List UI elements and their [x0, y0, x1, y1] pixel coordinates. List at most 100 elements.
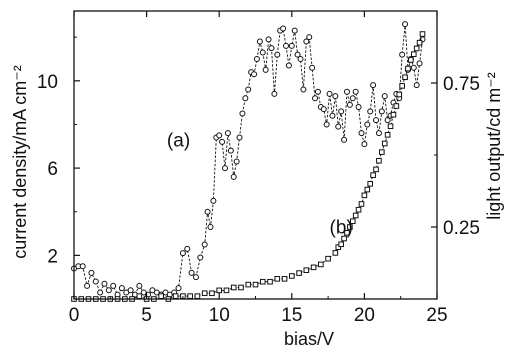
series-a-point — [378, 108, 385, 115]
series-b-point — [416, 39, 423, 46]
series-b-line — [74, 33, 423, 300]
series-a-point — [175, 285, 182, 292]
series-a-point — [352, 88, 359, 95]
series-b-point — [194, 293, 201, 299]
series-a-point — [224, 130, 231, 137]
series-b-point — [370, 172, 376, 178]
x-axis-title: bias/V — [284, 329, 334, 349]
series-a-point — [343, 88, 350, 95]
series-a-point — [297, 56, 304, 62]
series-a-point — [97, 289, 104, 296]
series-a-point — [367, 108, 374, 115]
series-b-point — [230, 284, 237, 291]
right-y-axis-title: light output/cd m⁻² — [484, 72, 504, 220]
series-a-point — [358, 130, 365, 137]
series-a-point — [332, 93, 339, 100]
series-a-point — [384, 117, 391, 124]
series-b-point — [352, 212, 359, 219]
axis-ticks — [73, 11, 438, 299]
series-a-point — [239, 110, 246, 117]
series-b-point — [344, 229, 350, 236]
series-b-point — [335, 244, 342, 250]
series-a-point — [370, 82, 377, 89]
annotation-b: (b) — [330, 218, 353, 239]
series-a-point — [79, 263, 86, 270]
axis-tick-labels: 0 5 10 15 20 25 2 6 10 0.25 0.75 — [37, 72, 480, 326]
series-a-point — [253, 56, 260, 62]
series-a-point — [326, 90, 333, 97]
series-a-point — [259, 49, 266, 56]
series-b-point — [136, 293, 143, 299]
series-b-point — [376, 157, 382, 164]
series-a-point — [84, 282, 91, 289]
series-a-point — [101, 280, 108, 287]
series-a-point — [364, 121, 371, 128]
series-a-line — [73, 24, 423, 296]
series-a-point — [355, 104, 362, 110]
series-a-point — [399, 51, 406, 58]
series-a-point — [285, 62, 292, 69]
series-b-point — [187, 293, 193, 299]
series-a-point — [346, 101, 353, 108]
series-b-point — [358, 201, 365, 207]
series-a-point — [105, 287, 112, 294]
series-b-point — [318, 261, 324, 268]
series-a-point — [197, 254, 204, 261]
series-a-point — [329, 112, 336, 119]
series-a-point — [245, 86, 252, 93]
series-a-point — [207, 224, 214, 230]
series-a-point — [271, 90, 278, 97]
right-y-tick-label: 0.25 — [443, 218, 480, 239]
series-a-point — [303, 38, 310, 45]
right-y-tick-label: 0.75 — [443, 74, 480, 95]
series-a-point — [188, 269, 195, 276]
series-a-point — [381, 93, 388, 100]
series-a-point — [413, 82, 420, 89]
series-b-point — [364, 186, 371, 193]
series-a-point — [92, 278, 99, 285]
series-a-point — [236, 134, 243, 141]
series-a-point — [320, 106, 327, 113]
left-y-tick-label: 10 — [37, 72, 58, 93]
series-b-point — [396, 91, 403, 98]
series-a-point — [201, 241, 208, 248]
x-tick-label: 10 — [209, 305, 230, 326]
series-b-point — [413, 45, 420, 52]
series-b-point — [274, 276, 281, 282]
series-a-point — [309, 64, 316, 71]
series-a-point — [323, 121, 330, 128]
series-b-point — [209, 290, 215, 297]
series-a-point — [265, 36, 272, 43]
series-a-point — [256, 38, 263, 45]
series-b-point — [338, 241, 344, 248]
series-a-point — [288, 42, 295, 49]
series-a-point — [251, 71, 258, 78]
series-a-point — [341, 136, 348, 143]
series-a-point — [210, 197, 217, 204]
series-b-point — [381, 140, 388, 147]
series-a-point — [216, 132, 223, 139]
series-a-point — [204, 208, 211, 215]
series-b-point — [289, 273, 295, 279]
series-b-point — [303, 267, 310, 273]
series-a-point — [88, 269, 95, 276]
series-a-point — [338, 108, 345, 115]
series-a-point — [242, 95, 249, 102]
series-b-point — [349, 218, 356, 225]
series-b-point — [281, 276, 288, 282]
series-a-point — [410, 64, 417, 71]
series-a-point — [375, 130, 382, 137]
series-a-point — [227, 147, 234, 154]
series-a-point — [127, 287, 134, 294]
series-b-point — [402, 74, 408, 81]
x-tick-label: 0 — [69, 305, 80, 326]
series-a-point — [110, 282, 117, 289]
series-a-point — [219, 138, 226, 145]
series-a-point — [230, 173, 237, 180]
series-a-point — [335, 123, 342, 130]
series-b-point — [172, 293, 179, 299]
series-a-point — [402, 21, 409, 28]
series-a-point — [349, 95, 356, 102]
series-a-point — [282, 42, 289, 49]
series-a-point — [192, 274, 199, 281]
